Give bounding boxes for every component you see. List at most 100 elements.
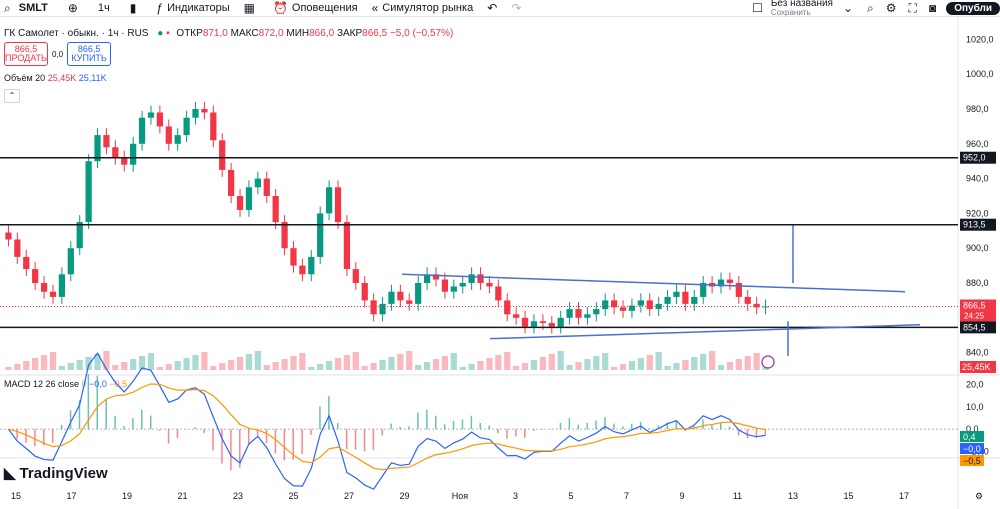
candle — [530, 321, 538, 327]
macd-hist-bar — [328, 396, 330, 430]
macd-hist-bar — [123, 426, 125, 430]
volume-bar — [611, 367, 618, 370]
interval-button[interactable]: 1ч — [97, 2, 110, 14]
time-axis: 15 17 19 21 23 25 27 29 Ноя 3 5 7 9 11 13 15 17 ⚙ — [11, 491, 983, 501]
macd-hist-bar — [515, 429, 517, 437]
macd-hist-bar — [559, 422, 562, 430]
macd-hist-bar — [737, 429, 740, 436]
layout-icon[interactable]: ▦ — [243, 1, 255, 15]
volume-bar — [165, 364, 172, 370]
volume-bar — [700, 354, 707, 370]
volume-bar — [744, 356, 751, 370]
save-layout[interactable]: Без названия Сохранить — [770, 0, 833, 17]
volume-bar — [406, 351, 413, 370]
volume-bar — [352, 352, 359, 370]
volume-bar — [23, 361, 30, 370]
chart-title[interactable]: ГК Самолет · обыкн. · 1ч · RUS — [4, 28, 149, 39]
volume-bar — [423, 362, 431, 370]
macd-hist-bar — [720, 422, 722, 430]
candle — [602, 300, 609, 310]
collapse-legend-icon[interactable]: ⌃ — [4, 89, 20, 103]
candle — [112, 147, 119, 158]
level-label-bg — [960, 151, 996, 164]
quick-search-icon[interactable]: ⌕ — [867, 1, 874, 15]
macd-hist-bar — [239, 429, 241, 468]
candles-icon[interactable]: ▮ — [129, 1, 137, 15]
macd-hist-bar — [595, 420, 597, 430]
macd-hist-bar — [141, 409, 143, 430]
price-tick-label: 840,0 — [966, 348, 989, 358]
tv-logo-icon: ◣ — [4, 465, 16, 482]
candle — [504, 300, 511, 315]
sell-button[interactable]: 866,5 ПРОДАТЬ — [4, 42, 48, 66]
candle — [76, 222, 83, 249]
volume-bar — [121, 362, 128, 370]
macd-hist-bar — [167, 429, 170, 444]
undo-icon[interactable]: ↶ — [487, 1, 498, 15]
redo-icon[interactable]: ↷ — [511, 1, 522, 15]
last-price-label-bg — [960, 299, 996, 322]
volume-bar — [76, 360, 83, 370]
price-tick-label: 980,0 — [966, 104, 989, 114]
time-tick-label: 23 — [233, 491, 243, 501]
macd-hist-bar — [711, 424, 713, 430]
volume-bar — [521, 363, 529, 370]
volume-bar — [210, 366, 217, 370]
macd-value-label: −0,5 — [963, 456, 981, 466]
price-tick-label: 880,0 — [966, 278, 989, 288]
candle — [539, 321, 546, 324]
candle — [477, 274, 484, 283]
candle — [717, 279, 725, 287]
volume-bar — [174, 361, 181, 370]
volume-bar — [530, 360, 538, 370]
volume-bar — [343, 355, 351, 370]
volume-bar — [254, 351, 261, 370]
candle — [673, 291, 680, 297]
change-value: −5,0 (−0,57%) — [389, 28, 454, 39]
candle — [744, 296, 751, 304]
macd-hist-bar — [78, 400, 81, 430]
tradingview-logo[interactable]: ◣ TradingView — [4, 464, 108, 483]
candle — [468, 274, 475, 283]
volume-bar — [236, 357, 244, 370]
volume-legend: Объём 20 25,45K 25,11K — [4, 73, 107, 83]
search-icon[interactable]: ⌕ — [4, 1, 11, 15]
volume-bar — [325, 361, 333, 370]
candle — [619, 307, 627, 311]
camera-icon[interactable]: ◙ — [928, 1, 937, 15]
candle — [388, 291, 395, 304]
alerts-button[interactable]: ⏰ Оповещения — [272, 1, 358, 15]
volume-bar — [32, 358, 39, 370]
replay-button[interactable]: « Симулятор рынка — [371, 1, 474, 15]
macd-hist-bar — [497, 429, 499, 434]
macd-hist-bar — [746, 429, 749, 439]
candle — [299, 265, 306, 275]
trade-panel: 866,5 ПРОДАТЬ 0,0 866,5 КУПИТЬ — [4, 42, 112, 66]
layout-square-icon[interactable]: ☐ — [752, 1, 763, 15]
volume-bar — [156, 367, 163, 370]
buy-button[interactable]: 866,5 КУПИТЬ — [67, 42, 112, 66]
level-label-bg — [960, 218, 996, 231]
candle — [691, 296, 698, 304]
volume-bar — [557, 351, 564, 370]
volume-bar — [575, 362, 582, 370]
settings-icon[interactable]: ⚙ — [885, 1, 897, 15]
symbol-search[interactable]: SMLT — [18, 2, 48, 14]
countdown-label: 24:25 — [964, 311, 985, 320]
volume-bar — [290, 356, 297, 370]
candle — [103, 135, 110, 148]
fullscreen-icon[interactable]: ⛶ — [908, 1, 917, 15]
macd-hist-bar — [203, 429, 205, 433]
candle — [325, 187, 333, 214]
add-symbol-icon[interactable]: ⊕ — [67, 1, 78, 15]
candle — [655, 303, 662, 310]
volume-bar — [735, 359, 742, 370]
chevron-down-icon[interactable]: ⌄ — [842, 1, 854, 15]
publish-button[interactable]: Опубли — [946, 1, 1000, 15]
indicators-button[interactable]: ƒ Индикаторы — [156, 1, 230, 15]
volume-label-bg — [960, 361, 996, 373]
candle — [245, 187, 253, 210]
macd-hist-bar — [408, 426, 410, 430]
candle — [49, 291, 57, 297]
